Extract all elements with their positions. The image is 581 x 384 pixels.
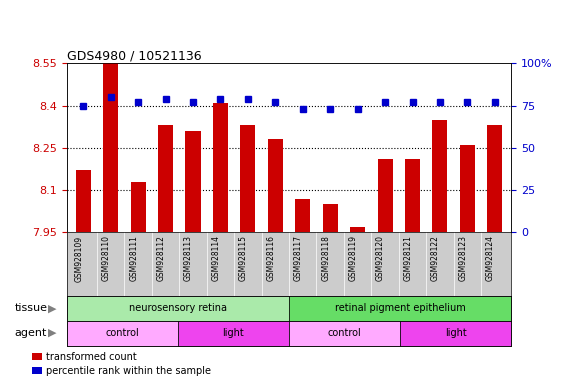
Bar — [67, 296, 289, 321]
Text: GSM928116: GSM928116 — [266, 235, 275, 281]
Text: GSM928124: GSM928124 — [486, 235, 495, 281]
Text: GSM928115: GSM928115 — [239, 235, 248, 281]
Text: light: light — [223, 328, 245, 338]
Text: neurosensory retina: neurosensory retina — [129, 303, 227, 313]
Bar — [185, 131, 200, 232]
Text: GSM928122: GSM928122 — [431, 235, 440, 281]
Text: tissue: tissue — [15, 303, 48, 313]
Bar — [350, 227, 365, 232]
Text: GSM928112: GSM928112 — [157, 235, 166, 281]
Bar — [178, 321, 289, 346]
Bar — [158, 125, 173, 232]
Text: percentile rank within the sample: percentile rank within the sample — [46, 366, 211, 376]
Bar — [67, 321, 178, 346]
Text: GSM928121: GSM928121 — [404, 235, 413, 281]
Text: GSM928120: GSM928120 — [376, 235, 385, 281]
Bar — [213, 103, 228, 232]
Text: GSM928109: GSM928109 — [74, 235, 83, 281]
Bar — [295, 199, 310, 232]
Bar — [76, 170, 91, 232]
Text: GSM928118: GSM928118 — [321, 235, 330, 281]
Text: GSM928110: GSM928110 — [102, 235, 111, 281]
Text: GSM928114: GSM928114 — [211, 235, 220, 281]
Bar — [378, 159, 393, 232]
Text: GSM928123: GSM928123 — [458, 235, 467, 281]
Text: GSM928111: GSM928111 — [129, 235, 138, 281]
Bar — [131, 182, 146, 232]
Text: light: light — [445, 328, 467, 338]
Text: retinal pigment epithelium: retinal pigment epithelium — [335, 303, 465, 313]
Bar — [405, 159, 420, 232]
Text: control: control — [328, 328, 361, 338]
Bar — [268, 139, 283, 232]
Bar — [241, 125, 256, 232]
Bar — [400, 321, 511, 346]
Bar — [103, 63, 119, 232]
Bar — [432, 120, 447, 232]
Text: control: control — [106, 328, 139, 338]
Bar — [460, 145, 475, 232]
Text: GDS4980 / 10521136: GDS4980 / 10521136 — [67, 49, 202, 62]
Text: ▶: ▶ — [48, 303, 56, 313]
Text: ▶: ▶ — [48, 328, 56, 338]
Bar — [487, 125, 503, 232]
Text: transformed count: transformed count — [46, 352, 137, 362]
Text: GSM928119: GSM928119 — [349, 235, 358, 281]
Text: GSM928117: GSM928117 — [294, 235, 303, 281]
Bar — [289, 296, 511, 321]
Bar — [322, 204, 338, 232]
Text: GSM928113: GSM928113 — [184, 235, 193, 281]
Bar — [289, 321, 400, 346]
Text: agent: agent — [15, 328, 47, 338]
